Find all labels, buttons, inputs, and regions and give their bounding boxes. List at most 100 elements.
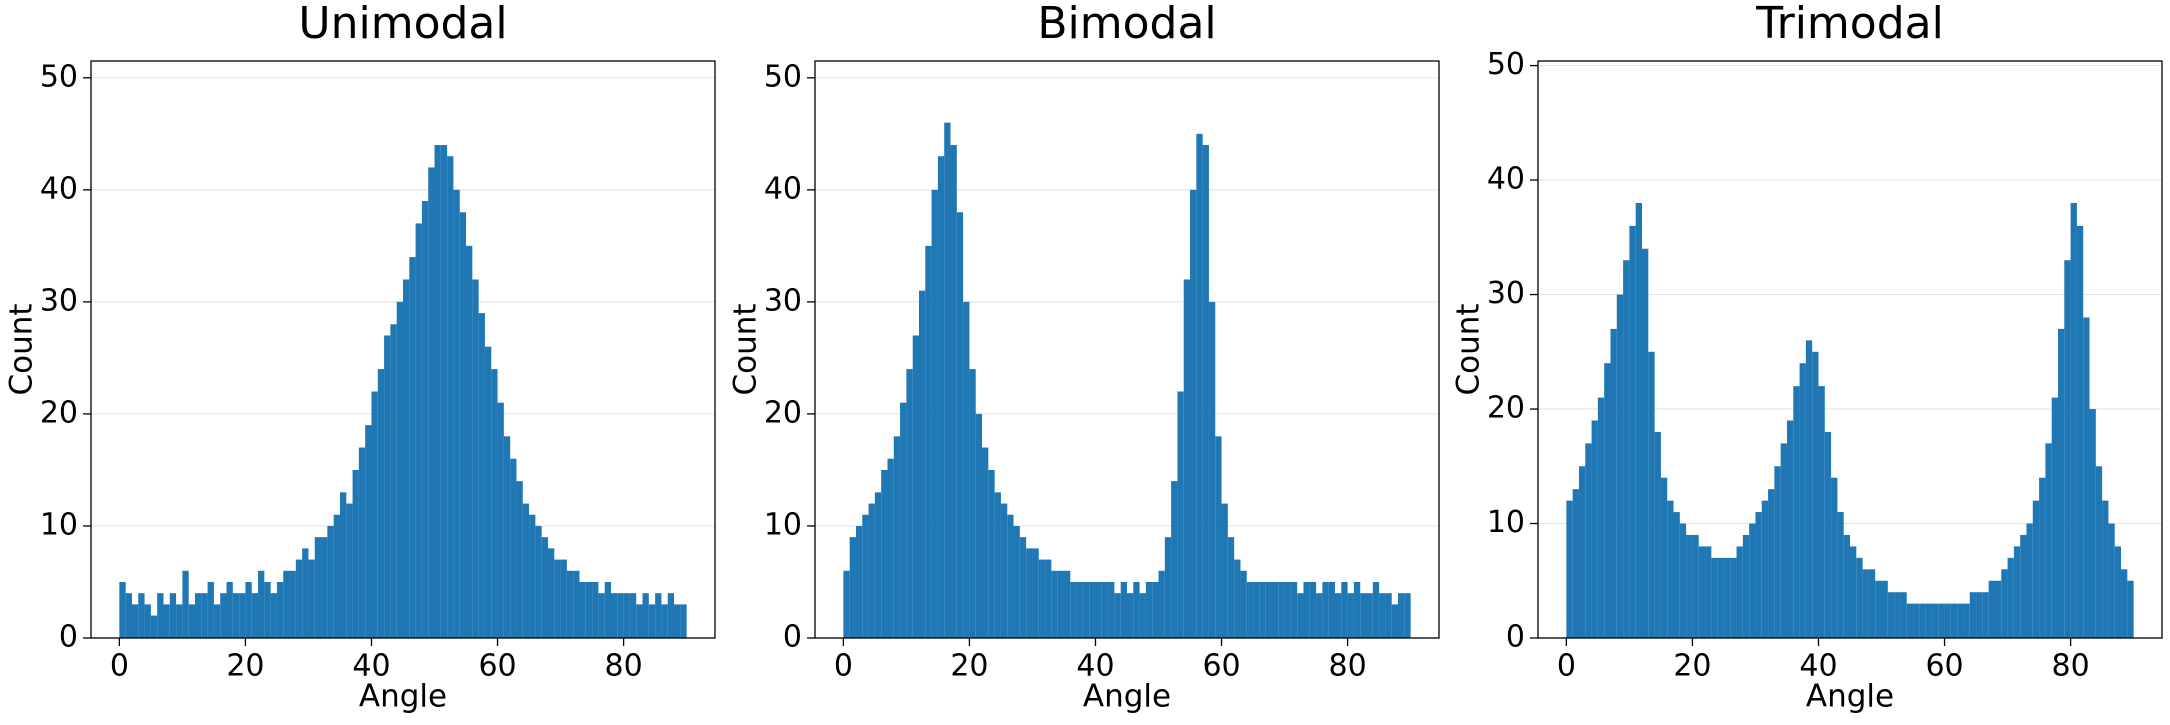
x-tick-label: 80	[1329, 649, 1367, 684]
bar	[1032, 548, 1039, 638]
bar	[264, 581, 271, 638]
bar	[1862, 569, 1869, 638]
bar	[937, 156, 945, 638]
bar	[535, 525, 542, 638]
bar	[1404, 593, 1411, 638]
bar	[1240, 570, 1247, 638]
bar	[1026, 548, 1033, 638]
bar	[2102, 500, 2109, 638]
axes-frame	[90, 60, 716, 639]
bar	[188, 604, 195, 638]
bar	[887, 458, 894, 638]
bar	[327, 525, 334, 638]
y-tick-label: 0	[783, 620, 802, 655]
bar	[1831, 477, 1838, 638]
x-tick-label: 0	[1557, 649, 1576, 684]
bar	[1335, 593, 1342, 638]
bar	[1837, 512, 1844, 638]
bar	[1818, 386, 1825, 638]
y-axis-label: Count	[728, 303, 764, 395]
bar	[1101, 581, 1109, 638]
bar	[1591, 420, 1598, 638]
bar	[150, 615, 158, 638]
bar	[1705, 546, 1712, 638]
bar	[1723, 557, 1731, 638]
bar	[1000, 503, 1008, 638]
bar	[1347, 593, 1354, 638]
bar	[131, 604, 139, 638]
bar	[1234, 559, 1241, 638]
bar	[1944, 603, 1951, 638]
x-tick-label: 0	[834, 649, 853, 684]
bar	[1246, 581, 1254, 638]
bar	[478, 313, 485, 638]
bar	[396, 301, 403, 638]
bar	[611, 593, 618, 638]
y-tick-label: 30	[764, 283, 802, 318]
bar	[434, 145, 441, 639]
bar	[1328, 581, 1335, 638]
y-tick-label: 20	[40, 395, 78, 430]
bar	[321, 537, 328, 638]
bar	[931, 189, 938, 638]
bar	[1133, 581, 1140, 638]
bar	[1265, 581, 1272, 638]
bar	[1850, 546, 1857, 638]
bar	[1604, 363, 1611, 638]
bar	[1057, 570, 1064, 638]
bar	[855, 525, 863, 638]
x-tick-label: 80	[605, 649, 643, 684]
bar	[1183, 279, 1191, 638]
bar	[421, 201, 429, 639]
bar	[1868, 569, 1876, 638]
bar	[2007, 557, 2014, 638]
bar	[1667, 500, 1674, 638]
bar	[1988, 580, 1995, 638]
bar	[1271, 581, 1279, 638]
bar	[1736, 546, 1743, 638]
bar	[169, 593, 177, 638]
bar	[1572, 489, 1579, 638]
bar	[1013, 525, 1020, 638]
bar	[994, 492, 1001, 638]
bar	[1322, 581, 1329, 638]
bar	[1070, 581, 1077, 638]
bar	[1391, 604, 1399, 638]
bar	[598, 593, 605, 638]
x-axis-label: Angle	[359, 679, 447, 715]
bar	[1793, 386, 1800, 638]
bar	[239, 593, 246, 638]
bar	[2076, 225, 2084, 638]
bar	[1221, 503, 1228, 638]
bar	[1190, 189, 1197, 638]
bar	[1957, 603, 1964, 638]
bar	[1994, 580, 2002, 638]
bar	[680, 604, 687, 638]
bar	[1679, 523, 1687, 638]
bar	[497, 402, 504, 638]
bar	[1253, 581, 1260, 638]
bar	[1566, 500, 1573, 638]
bar	[163, 604, 170, 638]
bar	[1963, 603, 1970, 638]
bar	[629, 593, 637, 638]
x-tick-label: 40	[352, 649, 390, 684]
y-tick-label: 10	[40, 507, 78, 542]
bar	[1919, 603, 1926, 638]
bar	[358, 447, 366, 638]
x-tick-label: 60	[478, 649, 516, 684]
bar	[295, 559, 303, 638]
bar	[1749, 523, 1756, 638]
bar	[491, 369, 498, 638]
bar	[1648, 351, 1655, 638]
bar	[1303, 581, 1310, 638]
x-tick-label: 20	[1673, 649, 1711, 684]
bar	[516, 481, 523, 638]
bar	[1761, 500, 1769, 638]
x-tick-label: 40	[1799, 649, 1837, 684]
bar	[403, 279, 410, 638]
bar	[1585, 443, 1592, 638]
x-tick-label: 40	[1076, 649, 1114, 684]
bar	[2001, 569, 2008, 638]
